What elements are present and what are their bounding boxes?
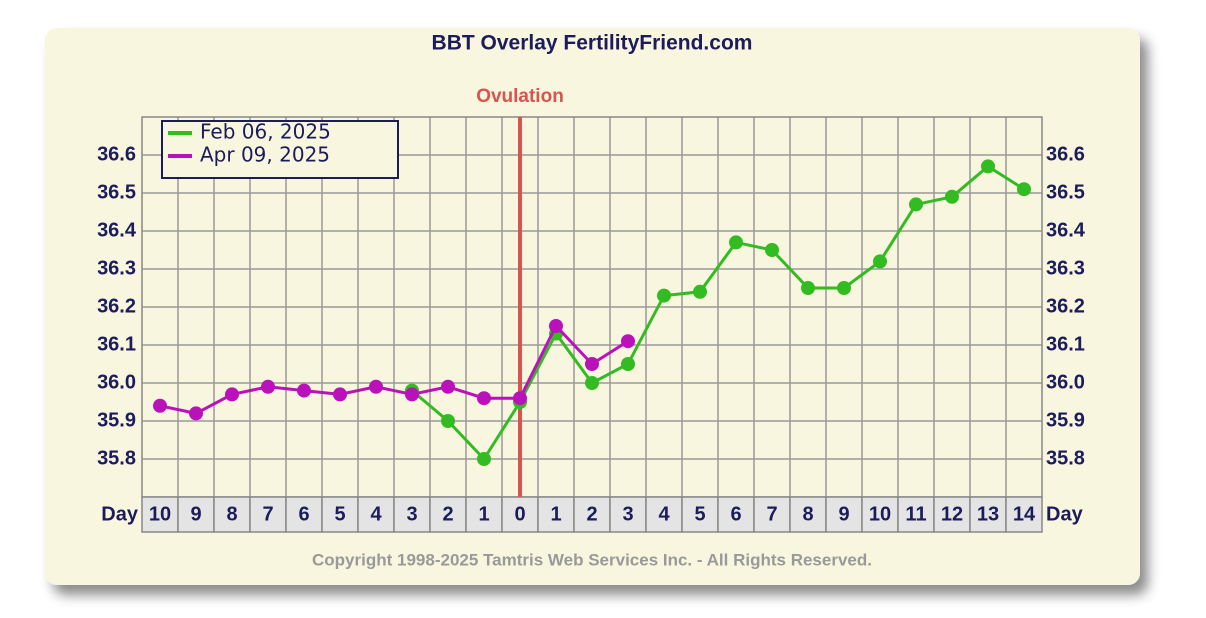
x-tick-label: 12 [941,503,963,525]
y2-tick-label: 35.8 [1046,447,1085,469]
y2-tick-label: 36.0 [1046,371,1085,393]
y-tick-label: 36.1 [97,333,136,355]
point [333,387,347,402]
day-cell [465,496,503,533]
point [441,379,455,394]
x-tick-label: 2 [442,503,453,525]
point [837,281,851,295]
x-tick-label: 9 [190,503,201,525]
day-cell [249,496,287,533]
y2-tick-label: 36.5 [1046,181,1085,203]
day-cell [753,496,791,533]
point [549,319,563,333]
y-tick-label: 36.0 [97,371,136,393]
y-tick-label: 35.9 [97,409,136,431]
chart-title: BBT Overlay FertilityFriend.com [432,32,753,55]
point [765,243,779,257]
day-cell [537,496,575,533]
y2-tick-label: 36.1 [1046,333,1085,355]
y2-tick-label: 36.2 [1046,295,1085,317]
day-cell [357,496,395,533]
y-tick-label: 35.8 [97,447,136,469]
day-cell [213,496,251,533]
x-label: Day [1046,503,1084,525]
x-tick-label: 8 [802,503,813,525]
x-tick-label: 6 [298,503,309,525]
x-tick-label: 2 [586,503,597,525]
point [477,452,491,466]
y2-tick-label: 36.3 [1046,257,1085,279]
y-tick-label: 36.5 [97,181,136,203]
x-tick-label: 9 [838,503,849,525]
x-tick-label: 11 [905,503,926,525]
x-tick-label: 10 [869,503,891,525]
point [585,376,599,390]
point [153,398,167,413]
point [801,281,815,295]
point [297,383,311,398]
x-tick-label: 14 [1013,503,1036,525]
x-tick-label: 13 [977,503,999,525]
y-tick-label: 36.3 [97,257,136,279]
day-cell [393,496,431,533]
point [909,197,923,212]
point [369,379,383,394]
point [621,357,635,371]
day-cell [609,496,647,533]
day-cell [789,496,827,533]
y-tick-label: 36.6 [97,143,136,165]
point [261,379,275,394]
day-cell [897,496,935,533]
point [405,387,419,402]
x-tick-label: 8 [226,503,237,525]
x-tick-label: 3 [622,503,633,525]
day-cell [573,496,611,533]
x-tick-label: 7 [262,503,273,525]
legend [161,120,399,179]
legend-label: Feb 06, 2025 [200,120,331,144]
x-tick-label: 0 [514,503,525,525]
x-tick-label: 10 [149,503,171,525]
x-tick-label: 4 [370,503,382,525]
point [1017,182,1031,197]
point [981,159,995,174]
point [873,254,887,269]
day-cell [285,496,323,533]
day-cell [141,496,179,533]
point [729,235,743,250]
day-cell [825,496,863,533]
point [477,391,491,406]
day-cell [1005,496,1043,533]
x-tick-label: 4 [658,503,670,525]
x-tick-label: 3 [406,503,417,525]
x-label: Day [101,503,139,525]
point [657,288,671,303]
point [189,406,203,421]
y2-tick-label: 36.6 [1046,143,1085,165]
point [693,284,707,299]
y-tick-label: 36.2 [97,295,136,317]
x-tick-label: 6 [730,503,741,525]
day-cell [501,496,539,533]
x-tick-label: 7 [766,503,777,525]
x-tick-label: 5 [694,503,705,525]
day-cell [681,496,719,533]
y-tick-label: 36.4 [97,219,137,241]
footer: Copyright 1998-2025 Tamtris Web Services… [312,550,872,569]
point [441,414,455,428]
point [945,189,959,204]
point [621,334,635,349]
x-tick-label: 5 [334,503,345,525]
point [585,357,599,371]
legend-label: Apr 09, 2025 [200,143,330,167]
x-tick-label: 1 [550,503,561,525]
point [513,391,527,406]
x-tick-label: 1 [478,503,489,525]
ovulation-label: Ovulation [476,86,564,107]
point [225,387,239,402]
y2-tick-label: 36.4 [1046,219,1086,241]
y2-tick-label: 35.9 [1046,409,1085,431]
